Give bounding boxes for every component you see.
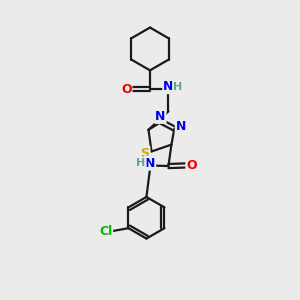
Text: N: N	[163, 80, 174, 93]
Text: N: N	[176, 120, 186, 133]
Text: O: O	[186, 159, 197, 172]
Text: H: H	[136, 158, 146, 168]
Text: H: H	[173, 82, 183, 92]
Text: N: N	[155, 110, 166, 123]
Text: N: N	[145, 157, 155, 169]
Text: O: O	[121, 82, 131, 96]
Text: S: S	[140, 147, 149, 160]
Text: Cl: Cl	[99, 225, 112, 238]
